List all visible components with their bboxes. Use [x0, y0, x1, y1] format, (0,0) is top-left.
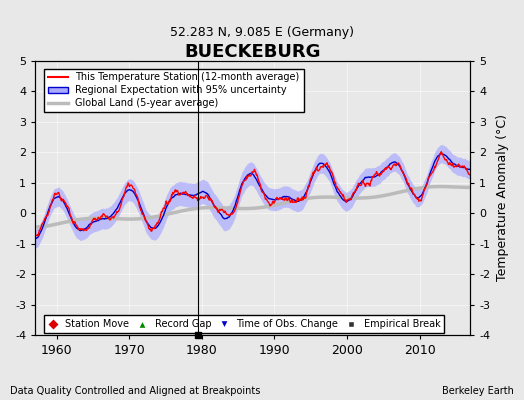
Y-axis label: Temperature Anomaly (°C): Temperature Anomaly (°C) — [496, 114, 509, 282]
Legend: Station Move, Record Gap, Time of Obs. Change, Empirical Break: Station Move, Record Gap, Time of Obs. C… — [44, 315, 444, 333]
Text: 52.283 N, 9.085 E (Germany): 52.283 N, 9.085 E (Germany) — [170, 26, 354, 39]
Title: BUECKEBURG: BUECKEBURG — [184, 43, 321, 61]
Text: Data Quality Controlled and Aligned at Breakpoints: Data Quality Controlled and Aligned at B… — [10, 386, 261, 396]
Text: Berkeley Earth: Berkeley Earth — [442, 386, 514, 396]
